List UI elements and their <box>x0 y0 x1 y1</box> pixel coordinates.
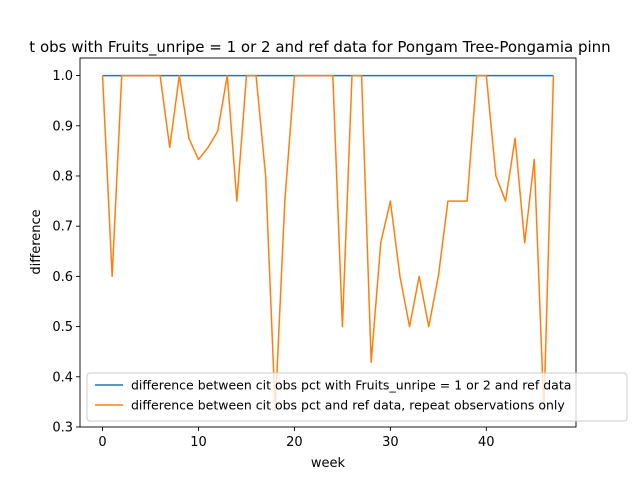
x-tick-label: 10 <box>190 435 207 450</box>
x-tick-label: 30 <box>382 435 399 450</box>
y-tick-label: 0.8 <box>52 169 73 184</box>
y-axis-label: difference <box>29 209 44 274</box>
legend-entry-1: difference between cit obs pct with Frui… <box>131 378 571 393</box>
series-line-2 <box>101 74 555 412</box>
x-tick-label: 40 <box>478 435 495 450</box>
y-tick-label: 1.0 <box>52 69 73 84</box>
x-tick-label: 20 <box>286 435 303 450</box>
y-tick-label: 0.6 <box>52 270 73 285</box>
legend-box <box>86 372 628 422</box>
y-tick-label: 0.5 <box>52 320 73 335</box>
y-tick-label: 0.4 <box>52 370 73 385</box>
y-tick-label: 0.9 <box>52 119 73 134</box>
legend-entry-2: difference between cit obs pct and ref d… <box>131 398 565 413</box>
x-axis-label: week <box>311 456 346 471</box>
y-tick-label: 0.3 <box>52 421 73 436</box>
y-tick-label: 0.7 <box>52 220 73 235</box>
chart-title: t obs with Fruits_unripe = 1 or 2 and re… <box>29 38 610 57</box>
plot-area: 0 10 20 30 40 0.3 0.4 0.5 0.6 0.7 0.8 0.9 1.0 differe… <box>52 57 628 450</box>
axes-frame <box>79 57 577 428</box>
x-tick-label: 0 <box>98 435 106 450</box>
